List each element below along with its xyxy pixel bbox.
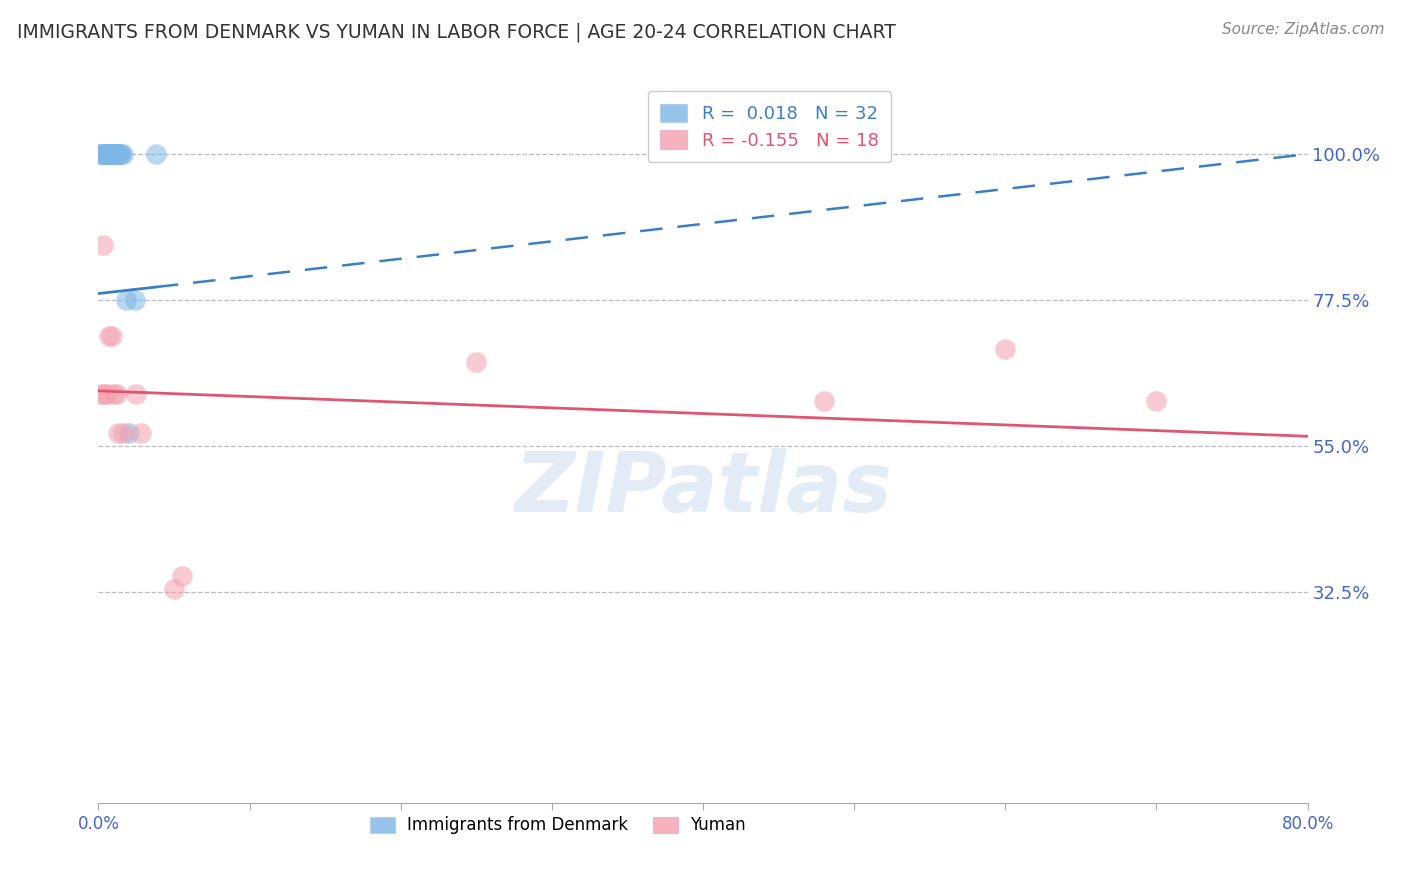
Point [813, 393, 835, 408]
Point [96, 147, 118, 161]
Point [94, 147, 117, 161]
Legend: Immigrants from Denmark, Yuman: Immigrants from Denmark, Yuman [364, 810, 752, 841]
Point [91, 147, 114, 161]
Point [103, 147, 125, 161]
Point [90, 387, 112, 401]
Point [90, 147, 112, 161]
Point [94, 147, 117, 161]
Point [91, 238, 114, 252]
Point [98, 147, 121, 161]
Point [98, 147, 121, 161]
Point [105, 387, 128, 401]
Point [107, 425, 129, 440]
Point [163, 582, 186, 596]
Point [170, 568, 193, 582]
Point [101, 147, 124, 161]
Point [96, 387, 118, 401]
Text: ZIPatlas: ZIPatlas [515, 449, 891, 529]
Point [100, 147, 122, 161]
Point [107, 147, 129, 161]
Point [96, 147, 118, 161]
Point [103, 387, 125, 401]
Point [465, 354, 488, 368]
Point [103, 147, 125, 161]
Point [111, 147, 134, 161]
Point [110, 147, 132, 161]
Point [994, 342, 1017, 356]
Point [89, 147, 111, 161]
Point [129, 425, 152, 440]
Point [93, 147, 115, 161]
Point [104, 147, 127, 161]
Point [108, 147, 131, 161]
Point [107, 147, 129, 161]
Point [101, 147, 124, 161]
Point [125, 387, 148, 401]
Point [101, 328, 124, 343]
Point [98, 147, 121, 161]
Point [100, 147, 122, 161]
Point [94, 147, 117, 161]
Point [98, 328, 121, 343]
Point [104, 147, 127, 161]
Text: IMMIGRANTS FROM DENMARK VS YUMAN IN LABOR FORCE | AGE 20-24 CORRELATION CHART: IMMIGRANTS FROM DENMARK VS YUMAN IN LABO… [17, 22, 896, 42]
Point [1144, 393, 1167, 408]
Point [100, 147, 122, 161]
Point [111, 425, 134, 440]
Point [105, 147, 128, 161]
Point [124, 293, 146, 307]
Point [145, 147, 167, 161]
Text: Source: ZipAtlas.com: Source: ZipAtlas.com [1222, 22, 1385, 37]
Point [114, 293, 136, 307]
Point [118, 425, 141, 440]
Point [93, 387, 115, 401]
Point [101, 147, 124, 161]
